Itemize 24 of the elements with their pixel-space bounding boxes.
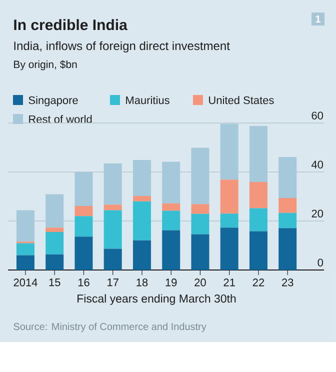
- x-tick-label: 2014: [14, 278, 38, 286]
- y-tick-label: 0: [318, 258, 324, 266]
- x-tick-label: 18: [136, 278, 148, 286]
- x-tick-label: 21: [224, 278, 235, 286]
- legend-label: Mauritius: [126, 96, 170, 104]
- x-tick-label: 17: [108, 278, 118, 286]
- x-tick-label: 15: [49, 278, 60, 286]
- x-axis-title: Fiscal years ending March 30th: [78, 294, 236, 305]
- x-tick-label: 16: [78, 278, 90, 286]
- y-tick-label: 60: [312, 112, 324, 120]
- chart-title: In credible India: [14, 19, 128, 30]
- x-tick-label: 22: [252, 278, 264, 286]
- y-axis-title: By origin, $bn: [14, 60, 77, 70]
- chart-subtitle: India, inflows of foreign direct investment: [14, 41, 230, 52]
- x-tick-label: 23: [282, 278, 294, 286]
- y-tick-label: 20: [312, 210, 324, 218]
- x-tick-label: 19: [166, 278, 177, 286]
- legend-label: Singapore: [28, 96, 78, 106]
- legend-label: Rest of world: [29, 115, 92, 124]
- legend-label: United States: [209, 96, 274, 104]
- x-tick-label: 20: [194, 278, 206, 286]
- y-tick-label: 40: [311, 160, 324, 168]
- text: 1: [316, 16, 320, 22]
- source-note: Source: Ministry of Commerce and Industry: [14, 322, 206, 332]
